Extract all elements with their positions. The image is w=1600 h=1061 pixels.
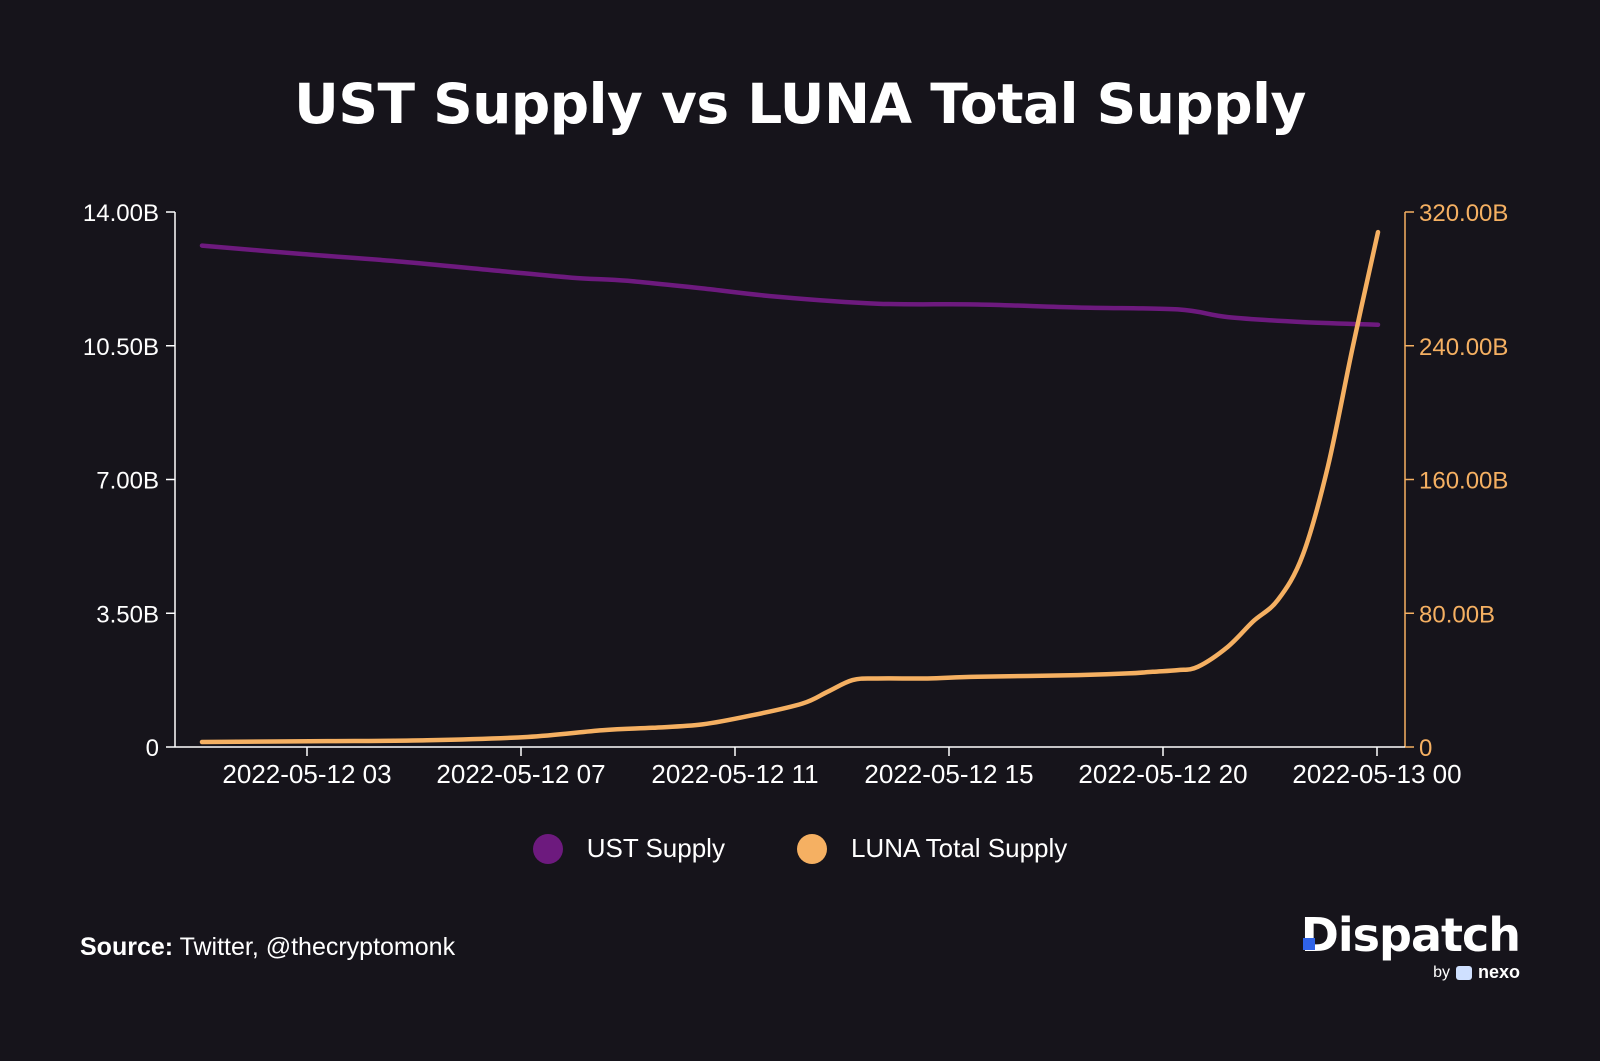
- y-left-tick-label: 0: [146, 735, 159, 762]
- source-label: Source:: [80, 933, 174, 961]
- x-tick-label: 2022-05-12 07: [436, 759, 605, 789]
- y-left-tick-label: 14.00B: [83, 200, 159, 227]
- legend-item-ust: UST Supply: [532, 833, 725, 864]
- brand-by: by: [1433, 963, 1450, 981]
- source-note: Source: Twitter, @thecryptomonk: [80, 933, 455, 962]
- chart-title: UST Supply vs LUNA Total Supply: [294, 72, 1306, 136]
- y-left-tick-label: 3.50B: [96, 601, 159, 628]
- legend-label-luna: LUNA Total Supply: [850, 833, 1068, 863]
- y-left-tick-label: 7.00B: [96, 468, 159, 495]
- y-right-tick-label: 240.00B: [1419, 334, 1508, 361]
- legend-dot-ust: [532, 833, 563, 864]
- source-text: Twitter, @thecryptomonk: [173, 933, 456, 961]
- legend-dot-luna: [796, 833, 827, 864]
- chart-legend: UST Supply LUNA Total Supply: [0, 833, 1600, 864]
- brand-byline: by nexo: [1301, 962, 1520, 983]
- y-left-tick-label: 10.50B: [83, 334, 159, 361]
- legend-item-luna: LUNA Total Supply: [796, 833, 1068, 864]
- y-right-tick-label: 0: [1419, 735, 1432, 762]
- nexo-logo-icon: [1455, 965, 1472, 980]
- brand-logo: Dispatch by nexo: [1301, 912, 1521, 983]
- x-tick-label: 2022-05-12 15: [864, 759, 1033, 789]
- series-line-luna-total-supply: [199, 229, 1381, 745]
- x-tick-label: 2022-05-12 11: [651, 759, 818, 789]
- y-right-tick-label: 160.00B: [1419, 468, 1508, 495]
- y-right-tick-label: 80.00B: [1419, 601, 1495, 628]
- x-tick-label: 2022-05-12 20: [1078, 759, 1247, 789]
- brand-name-text: Dispatch: [1300, 908, 1521, 962]
- y-right-tick-label: 320.00B: [1419, 200, 1508, 227]
- x-tick-label: 2022-05-13 00: [1292, 759, 1461, 789]
- brand-partner: nexo: [1477, 962, 1520, 982]
- x-tick-label: 2022-05-12 03: [222, 759, 391, 789]
- brand-mark-icon: [1302, 938, 1315, 950]
- legend-label-ust: UST Supply: [586, 833, 725, 863]
- brand-name: Dispatch: [1301, 912, 1521, 958]
- series-line-ust-supply: [199, 243, 1381, 327]
